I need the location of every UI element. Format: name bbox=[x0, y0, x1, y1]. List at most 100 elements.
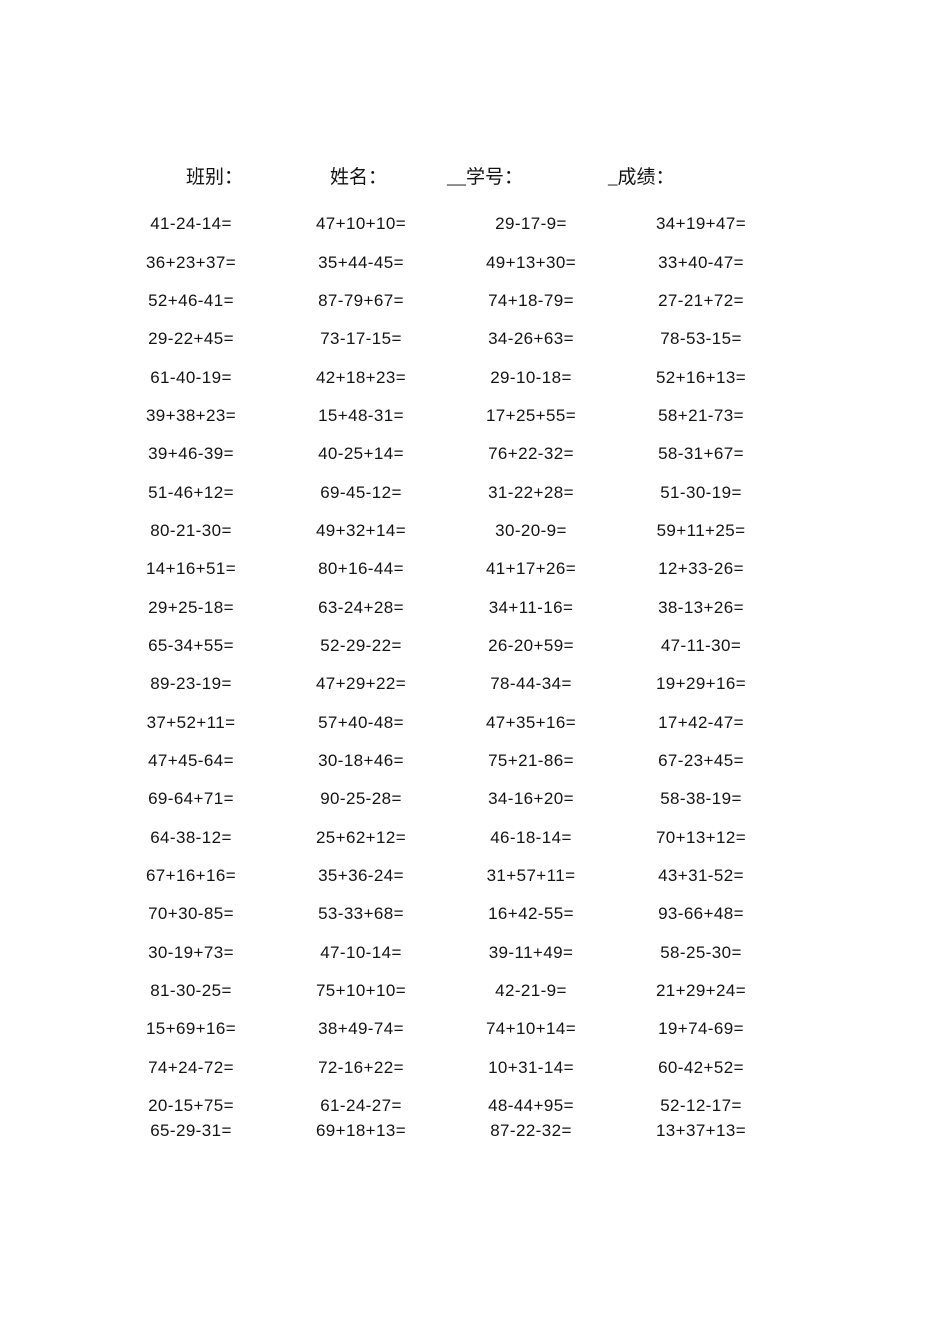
score-label: _成绩： bbox=[608, 167, 675, 188]
problem-row: 14+16+51= 80+16-44= 41+17+26= 12+33-26= bbox=[106, 550, 786, 588]
problem-cell: 57+40-48= bbox=[318, 712, 404, 732]
problem-cell: 31-22+28= bbox=[488, 482, 574, 502]
name-label: 姓名： bbox=[330, 167, 388, 188]
problem-cell: 20-15+75= bbox=[148, 1096, 234, 1116]
problem-cell: 10+31-14= bbox=[488, 1057, 574, 1077]
problem-row: 39+46-39= 40-25+14= 76+22-32= 58-31+67= bbox=[106, 435, 786, 473]
problem-cell: 40-25+14= bbox=[318, 444, 404, 464]
problem-row: 47+45-64= 30-18+46= 75+21-86= 67-23+45= bbox=[106, 742, 786, 780]
problem-cell: 58-31+67= bbox=[658, 444, 744, 464]
problem-row: 81-30-25= 75+10+10= 42-21-9= 21+29+24= bbox=[106, 972, 786, 1010]
problem-cell: 14+16+51= bbox=[145, 559, 237, 579]
problem-cell: 42-21-9= bbox=[495, 981, 567, 1001]
problem-cell: 70+30-85= bbox=[148, 904, 234, 924]
problem-cell: 16+42-55= bbox=[488, 904, 574, 924]
problem-cell: 75+21-86= bbox=[488, 750, 574, 770]
problem-cell: 30-18+46= bbox=[318, 750, 404, 770]
problem-cell: 34+19+47= bbox=[655, 214, 747, 234]
problem-cell: 65-34+55= bbox=[148, 635, 234, 655]
problem-cell: 58-25-30= bbox=[660, 942, 742, 962]
problem-cell: 90-25-28= bbox=[320, 789, 402, 809]
problem-cell: 46-18-14= bbox=[490, 827, 572, 847]
problem-cell: 15+69+16= bbox=[145, 1019, 237, 1039]
problem-cell: 81-30-25= bbox=[150, 981, 232, 1001]
problem-grid: 41-24-14= 47+10+10= 29-17-9= 34+19+47= 36+23… bbox=[106, 205, 786, 1146]
problem-cell: 12+33-26= bbox=[658, 559, 744, 579]
problem-cell: 74+24-72= bbox=[148, 1057, 234, 1077]
problem-cell: 47+29+22= bbox=[315, 674, 407, 694]
problem-cell: 19+74-69= bbox=[658, 1019, 744, 1039]
problem-cell: 67+16+16= bbox=[145, 866, 237, 886]
problem-cell: 15+48-31= bbox=[318, 405, 404, 425]
problem-cell: 78-53-15= bbox=[660, 329, 742, 349]
problem-cell: 41-24-14= bbox=[150, 214, 232, 234]
problem-cell: 69-64+71= bbox=[148, 789, 234, 809]
problem-cell: 30-20-9= bbox=[495, 520, 567, 540]
problem-cell: 87-79+67= bbox=[318, 290, 404, 310]
problem-cell: 27-21+72= bbox=[658, 290, 744, 310]
problem-cell: 70+13+12= bbox=[655, 827, 747, 847]
problem-row: 64-38-12= 25+62+12= 46-18-14= 70+13+12= bbox=[106, 819, 786, 857]
problem-cell: 26-20+59= bbox=[488, 635, 574, 655]
problem-cell: 48-44+95= bbox=[488, 1096, 574, 1116]
problem-cell: 47+35+16= bbox=[485, 712, 577, 732]
problem-cell: 38-13+26= bbox=[658, 597, 744, 617]
problem-cell: 38+49-74= bbox=[318, 1019, 404, 1039]
problem-cell: 31+57+11= bbox=[486, 866, 576, 886]
problem-row: 80-21-30= 49+32+14= 30-20-9= 59+11+25= bbox=[106, 512, 786, 550]
problem-cell: 39+38+23= bbox=[145, 405, 237, 425]
problem-cell: 52-12-17= bbox=[660, 1096, 742, 1116]
problem-cell: 21+29+24= bbox=[655, 981, 747, 1001]
problem-cell: 39-11+49= bbox=[488, 942, 574, 962]
problem-cell: 67-23+45= bbox=[658, 750, 744, 770]
problem-cell: 29-22+45= bbox=[148, 329, 234, 349]
problem-row: 89-23-19= 47+29+22= 78-44-34= 19+29+16= bbox=[106, 665, 786, 703]
class-label: 班别： bbox=[186, 167, 244, 188]
problem-cell: 74+10+14= bbox=[485, 1019, 577, 1039]
problem-cell: 78-44-34= bbox=[490, 674, 572, 694]
problem-cell: 34+11-16= bbox=[488, 597, 574, 617]
problem-cell: 17+42-47= bbox=[658, 712, 744, 732]
problem-cell: 29+25-18= bbox=[148, 597, 234, 617]
problem-cell: 29-10-18= bbox=[490, 367, 572, 387]
problem-cell: 89-23-19= bbox=[150, 674, 232, 694]
problem-row: 52+46-41= 87-79+67= 74+18-79= 27-21+72= bbox=[106, 282, 786, 320]
problem-cell: 34-26+63= bbox=[488, 329, 574, 349]
problem-cell: 47-11-30= bbox=[660, 635, 742, 655]
problem-row: 74+24-72= 72-16+22= 10+31-14= 60-42+52= bbox=[106, 1049, 786, 1087]
problem-cell: 75+10+10= bbox=[315, 981, 407, 1001]
problem-cell: 80+16-44= bbox=[318, 559, 404, 579]
problem-cell: 93-66+48= bbox=[658, 904, 744, 924]
problem-cell: 58+21-73= bbox=[658, 405, 744, 425]
problem-cell: 19+29+16= bbox=[655, 674, 747, 694]
problem-row: 39+38+23= 15+48-31= 17+25+55= 58+21-73= bbox=[106, 397, 786, 435]
problem-cell: 74+18-79= bbox=[488, 290, 574, 310]
problem-cell: 13+37+13= bbox=[655, 1121, 747, 1141]
problem-cell: 39+46-39= bbox=[148, 444, 234, 464]
student-number-label: __学号： bbox=[447, 167, 524, 188]
problem-cell: 51-46+12= bbox=[148, 482, 234, 502]
problem-cell: 34-16+20= bbox=[488, 789, 574, 809]
problem-cell: 41+17+26= bbox=[485, 559, 577, 579]
problem-cell: 87-22-32= bbox=[490, 1121, 572, 1141]
problem-cell: 47+45-64= bbox=[148, 750, 234, 770]
problem-cell: 52+16+13= bbox=[655, 367, 747, 387]
problem-cell: 61-24-27= bbox=[320, 1096, 402, 1116]
problem-row: 29-22+45= 73-17-15= 34-26+63= 78-53-15= bbox=[106, 320, 786, 358]
problem-row: 67+16+16= 35+36-24= 31+57+11= 43+31-52= bbox=[106, 857, 786, 895]
problem-cell: 76+22-32= bbox=[488, 444, 574, 464]
problem-cell: 65-29-31= bbox=[150, 1121, 232, 1141]
problem-cell: 25+62+12= bbox=[315, 827, 407, 847]
problem-row: 41-24-14= 47+10+10= 29-17-9= 34+19+47= bbox=[106, 205, 786, 243]
problem-row: 29+25-18= 63-24+28= 34+11-16= 38-13+26= bbox=[106, 588, 786, 626]
problem-cell: 80-21-30= bbox=[150, 520, 232, 540]
problem-row: 61-40-19= 42+18+23= 29-10-18= 52+16+13= bbox=[106, 358, 786, 396]
problem-cell: 61-40-19= bbox=[150, 367, 232, 387]
problem-cell: 73-17-15= bbox=[320, 329, 402, 349]
problem-cell: 58-38-19= bbox=[660, 789, 742, 809]
problem-cell: 52-29-22= bbox=[320, 635, 402, 655]
problem-row: 70+30-85= 53-33+68= 16+42-55= 93-66+48= bbox=[106, 895, 786, 933]
problem-row: 51-46+12= 69-45-12= 31-22+28= 51-30-19= bbox=[106, 473, 786, 511]
problem-cell: 49+13+30= bbox=[485, 252, 577, 272]
